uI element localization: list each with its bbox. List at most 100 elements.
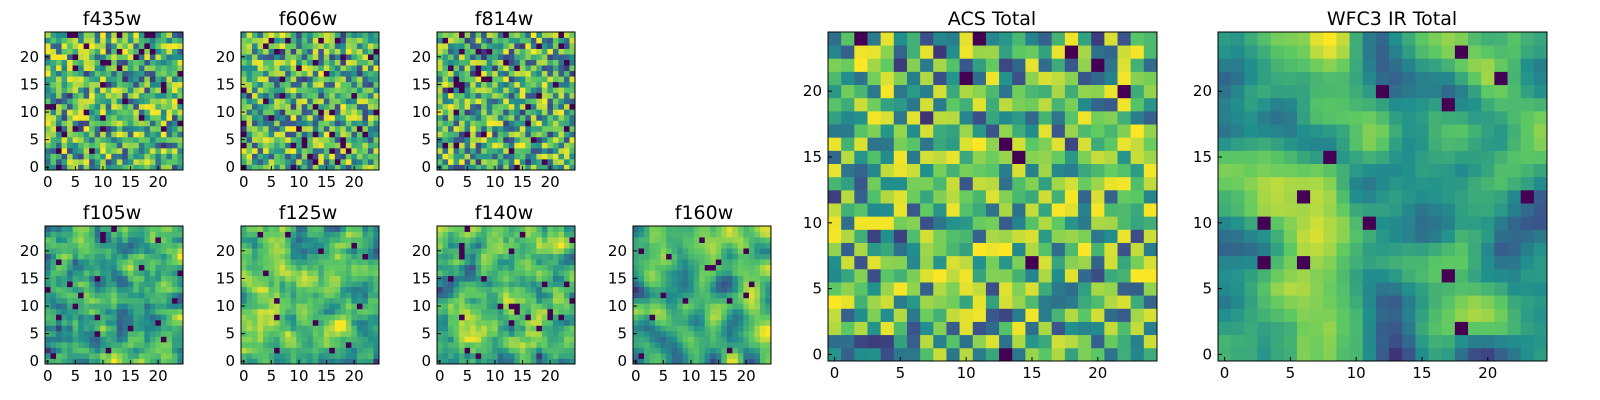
heatmap-cell xyxy=(748,352,755,359)
heatmap-cell xyxy=(1025,229,1039,243)
heatmap-cell xyxy=(552,341,559,348)
heatmap-cell xyxy=(83,153,90,160)
heatmap-cell xyxy=(301,336,308,343)
heatmap-cell xyxy=(959,295,974,309)
heatmap-cell xyxy=(252,341,258,348)
heatmap-cell xyxy=(563,259,570,266)
heatmap-cell xyxy=(536,70,543,77)
heatmap-cell xyxy=(437,237,443,243)
heatmap-cell xyxy=(67,308,73,315)
heatmap-cell xyxy=(525,70,532,77)
heatmap-cell xyxy=(296,158,303,165)
heatmap-cell xyxy=(486,153,493,160)
heatmap-cell xyxy=(100,70,107,77)
heatmap-cell xyxy=(448,109,454,116)
heatmap-cell xyxy=(959,189,974,204)
heatmap-cell xyxy=(1078,268,1092,283)
heatmap-cell xyxy=(486,314,493,321)
heatmap-cell xyxy=(252,231,258,238)
heatmap-cell xyxy=(470,103,477,110)
heatmap-cell xyxy=(442,341,449,348)
heatmap-cell xyxy=(638,308,645,315)
heatmap-cell xyxy=(340,270,347,277)
heatmap-cell xyxy=(563,48,570,55)
heatmap-cell xyxy=(111,32,118,38)
heatmap-cell xyxy=(83,292,90,299)
heatmap-cell xyxy=(50,48,57,55)
heatmap-cell xyxy=(263,92,269,99)
heatmap-cell xyxy=(290,164,297,171)
heatmap-cell xyxy=(704,347,711,354)
heatmap-cell xyxy=(985,189,1000,204)
heatmap-cell xyxy=(116,281,123,288)
heatmap-cell xyxy=(737,226,744,232)
heatmap-cell xyxy=(323,286,330,293)
heatmap-cell xyxy=(83,114,90,121)
heatmap-cell xyxy=(486,297,493,304)
heatmap-cell xyxy=(453,98,460,105)
heatmap-cell xyxy=(475,70,482,77)
heatmap-cell xyxy=(241,281,247,288)
heatmap-cell xyxy=(296,297,303,304)
x-tick-label: 20 xyxy=(737,367,756,385)
heatmap-cell xyxy=(301,352,308,359)
heatmap-cell xyxy=(710,341,717,348)
heatmap-cell xyxy=(497,164,504,171)
heatmap-cell xyxy=(78,281,85,288)
heatmap-cell xyxy=(89,59,96,66)
heatmap-cell xyxy=(508,153,515,160)
heatmap-cell xyxy=(122,98,129,105)
heatmap-cell xyxy=(514,347,521,354)
heatmap-cell xyxy=(252,54,258,60)
heatmap-cell xyxy=(459,336,465,343)
heatmap-cell xyxy=(149,264,156,271)
heatmap-cell xyxy=(677,226,684,232)
heatmap-cell xyxy=(127,114,134,121)
y-tick-label: 20 xyxy=(608,242,627,260)
heatmap-cell xyxy=(177,125,184,132)
x-tick-label: 15 xyxy=(121,173,140,191)
heatmap-cell xyxy=(144,259,151,266)
heatmap-cell xyxy=(171,136,178,143)
heatmap-cell xyxy=(759,226,766,232)
heatmap-cell xyxy=(464,286,471,293)
heatmap-cell xyxy=(312,48,319,55)
heatmap-cell xyxy=(1051,255,1066,270)
heatmap-cell xyxy=(514,314,521,321)
heatmap-cell xyxy=(45,319,51,326)
heatmap-cell xyxy=(263,131,269,138)
heatmap-cell xyxy=(682,226,689,232)
heatmap-cell xyxy=(252,87,258,94)
heatmap-cell xyxy=(100,303,107,310)
heatmap-cell xyxy=(301,37,308,44)
heatmap-cell xyxy=(754,259,761,266)
heatmap-cell xyxy=(536,54,543,60)
heatmap-cell xyxy=(56,87,62,94)
heatmap-cell xyxy=(279,281,286,288)
heatmap-cell xyxy=(318,109,325,116)
heatmap-cell xyxy=(100,103,107,110)
heatmap-cell xyxy=(263,264,269,271)
heatmap-cell xyxy=(660,281,667,288)
heatmap-cell xyxy=(1038,282,1053,296)
heatmap-cell xyxy=(470,109,477,116)
heatmap-cell xyxy=(552,43,559,49)
heatmap-cell xyxy=(530,158,537,165)
heatmap-cell xyxy=(367,136,374,143)
heatmap-cell xyxy=(257,59,264,66)
heatmap-cell xyxy=(166,341,173,348)
heatmap-cell xyxy=(743,303,750,310)
heatmap-cell xyxy=(166,43,173,49)
heatmap-cell xyxy=(138,65,145,72)
heatmap-cell xyxy=(464,65,471,72)
heatmap-cell xyxy=(138,347,145,354)
heatmap-cell xyxy=(448,297,454,304)
heatmap-cell xyxy=(569,103,576,110)
x-tick-label: 10 xyxy=(93,367,112,385)
heatmap-cell xyxy=(285,131,292,138)
heatmap-cell xyxy=(56,297,62,304)
y-tick-label: 0 xyxy=(421,158,431,176)
heatmap-cell xyxy=(61,48,68,55)
